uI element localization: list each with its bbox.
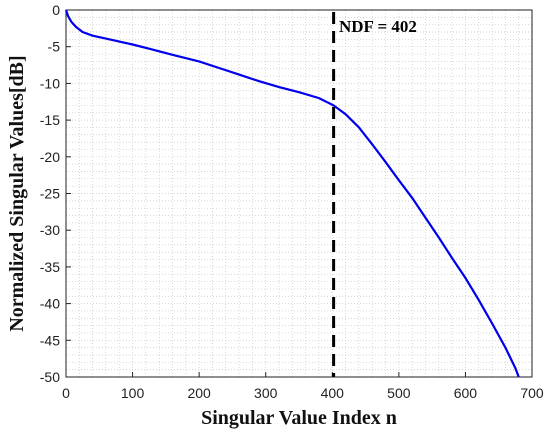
x-tick-label: 0 xyxy=(62,385,70,401)
x-tick-labels: 0 100 200 300 400 500 600 700 xyxy=(62,385,544,401)
y-tick-label: -30 xyxy=(40,222,60,238)
y-tick-label: -10 xyxy=(40,75,60,91)
grid xyxy=(65,9,533,378)
y-tick-label: -25 xyxy=(40,186,60,202)
singular-value-curve xyxy=(64,9,520,378)
y-tick-label: -20 xyxy=(40,149,60,165)
x-tick-label: 500 xyxy=(387,385,411,401)
x-tick-label: 100 xyxy=(121,385,145,401)
x-tick-label: 300 xyxy=(254,385,278,401)
ndf-annotation: NDF = 402 xyxy=(339,17,417,36)
y-tick-labels: 0 -5 -10 -15 -20 -25 -30 -35 -40 -45 -50 xyxy=(40,2,60,385)
y-axis-title: Normalized Singular Values[dB] xyxy=(6,55,28,331)
x-tick-label: 200 xyxy=(187,385,211,401)
y-tick-label: -5 xyxy=(48,39,61,55)
y-tick-label: -35 xyxy=(40,259,60,275)
x-tick-label: 600 xyxy=(454,385,478,401)
x-tick-label: 400 xyxy=(321,385,345,401)
x-tick-label: 700 xyxy=(520,385,544,401)
y-tick-label: -15 xyxy=(40,112,60,128)
y-tick-label: -40 xyxy=(40,296,60,312)
y-tick-label: -50 xyxy=(40,369,60,385)
x-axis-title: Singular Value Index n xyxy=(201,407,397,429)
y-tick-label: 0 xyxy=(52,2,60,18)
y-tick-label: -45 xyxy=(40,332,60,348)
